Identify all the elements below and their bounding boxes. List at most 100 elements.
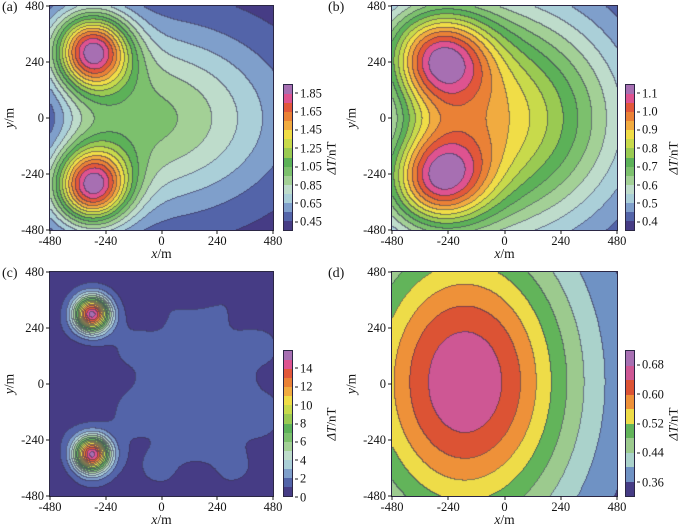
- colorbar-tick-mark: [295, 92, 298, 94]
- contour-map-canvas-c: [49, 271, 274, 497]
- y-tick-label: 0: [379, 376, 386, 391]
- colorbar-tick-label: 0.6: [642, 177, 658, 192]
- x-tick-label: -240: [94, 500, 118, 514]
- x-tick-mark: [447, 230, 449, 234]
- colorbar-tick-label: 10: [300, 397, 313, 412]
- x-tick-mark: [504, 496, 505, 500]
- colorbar-tick-mark: [637, 184, 640, 186]
- x-tick-mark: [216, 230, 218, 234]
- colorbar-tick-mark: [637, 129, 640, 131]
- colorbar-tick-mark: [295, 202, 298, 204]
- x-tick-mark: [560, 496, 562, 500]
- colorbar-tick-label: 0.60: [642, 386, 664, 401]
- x-tick-label: 240: [551, 500, 571, 514]
- contour-map-canvas-d: [391, 271, 618, 497]
- colorbar-tick-label: 1.25: [300, 141, 322, 156]
- y-tick-label: 240: [25, 54, 44, 69]
- colorbar-tick-mark: [637, 423, 640, 424]
- colorbar-tick-mark: [295, 404, 298, 406]
- y-tick-label: 240: [367, 320, 386, 335]
- x-tick-mark: [616, 230, 618, 234]
- y-tick-label: 480: [367, 0, 386, 13]
- colorbar-tick-mark: [295, 147, 298, 149]
- y-axis-label: y/m: [343, 373, 359, 395]
- x-tick-label: 240: [207, 234, 227, 248]
- y-tick-label: 0: [37, 110, 44, 125]
- colorbar-tick-label: 1.85: [300, 85, 322, 100]
- x-tick-mark: [161, 496, 162, 500]
- y-tick-label: -240: [363, 166, 386, 181]
- colorbar-tick-mark: [295, 184, 298, 186]
- colorbar-label: ΔT/nT: [323, 141, 339, 174]
- panel-c: (c) y/m x/m -480 -240 0 240 480 480 240 0 -240 -4…: [1, 266, 338, 527]
- y-tick-label: 240: [25, 320, 44, 335]
- x-tick-label: -480: [38, 500, 62, 514]
- x-tick-mark: [447, 496, 449, 500]
- colorbar-tick-label: 0.52: [642, 416, 664, 431]
- colorbar-label: ΔT/nT: [665, 141, 681, 174]
- colorbar-tick-label: 0.68: [642, 357, 664, 372]
- colorbar-gradient: [625, 84, 635, 231]
- colorbar-tick-mark: [295, 496, 298, 498]
- y-axis-label: y/m: [343, 107, 359, 129]
- x-tick-label: 240: [207, 500, 227, 514]
- x-tick-label: -480: [380, 234, 404, 248]
- colorbar: ΔT/nT 0.4 0.5 0.6 0.7 0.8 0.9 1.0 1.1: [625, 84, 681, 231]
- colorbar-tick-mark: [637, 393, 640, 395]
- y-axis-label: y/m: [1, 107, 17, 129]
- x-tick-mark: [49, 496, 51, 500]
- colorbar-tick-label: 0.5: [642, 196, 658, 211]
- panel-letter-b: (b): [328, 0, 345, 15]
- x-tick-mark: [391, 496, 393, 500]
- x-tick-mark: [105, 496, 107, 500]
- colorbar-tick-mark: [637, 202, 640, 204]
- colorbar-tick-mark: [637, 481, 640, 483]
- colorbar-gradient: [625, 350, 635, 497]
- colorbar-tick-label: 0.44: [642, 445, 664, 460]
- x-tick-mark: [616, 496, 618, 500]
- colorbar-gradient: [283, 84, 293, 231]
- x-axis-label: x/m: [151, 246, 172, 261]
- panel-b: (b) y/m x/m -480 -240 0 240 480 480 240 0 -240 -4…: [328, 0, 681, 260]
- panel-a: (a) y/m x/m -480 -240 0 240 480 480 240 0 -240 -4…: [1, 0, 338, 260]
- panel-d: (d) y/m x/m -480 -240 0 240 480 480 240 0 -240 -4…: [328, 266, 681, 527]
- colorbar-tick-label: 0.9: [642, 122, 658, 137]
- colorbar-tick-label: 1.45: [300, 122, 322, 137]
- x-tick-label: 480: [263, 500, 283, 514]
- x-tick-label: -480: [380, 500, 404, 514]
- y-tick-label: -240: [21, 166, 44, 181]
- colorbar: ΔT/nT 0.45 0.65 0.85 1.05 1.25 1.45 1.65 1.85: [283, 84, 339, 231]
- colorbar-tick-mark: [295, 129, 298, 131]
- y-tick-label: -480: [363, 222, 386, 237]
- panel-letter-c: (c): [2, 266, 18, 281]
- colorbar-tick-label: 0.45: [300, 214, 322, 229]
- x-tick-label: -480: [38, 234, 62, 248]
- colorbar-tick-mark: [295, 478, 298, 480]
- x-tick-mark: [49, 230, 51, 234]
- colorbar: ΔT/nT 0.36 0.44 0.52 0.60 0.68: [625, 350, 681, 497]
- colorbar-tick-label: 0.7: [642, 159, 658, 174]
- colorbar-tick-mark: [637, 452, 640, 454]
- x-tick-label: -240: [94, 234, 118, 248]
- y-tick-label: -240: [363, 432, 386, 447]
- y-tick-label: 480: [25, 264, 44, 279]
- colorbar-tick-label: 1.1: [642, 85, 658, 100]
- colorbar-tick-label: 0.36: [642, 475, 664, 490]
- y-axis-label: y/m: [1, 373, 17, 395]
- colorbar-tick-mark: [295, 459, 298, 461]
- x-tick-label: 480: [607, 234, 627, 248]
- colorbar-tick-label: 1.65: [300, 104, 322, 119]
- colorbar-tick-label: 6: [300, 434, 307, 449]
- x-tick-mark: [504, 230, 505, 234]
- colorbar-tick-mark: [295, 386, 298, 388]
- colorbar-tick-mark: [637, 147, 640, 149]
- colorbar-tick-mark: [295, 367, 298, 369]
- colorbar-tick-label: 0.8: [642, 141, 658, 156]
- x-tick-mark: [161, 230, 162, 234]
- colorbar-tick-mark: [295, 441, 298, 443]
- x-tick-mark: [272, 496, 274, 500]
- x-tick-label: -240: [436, 234, 460, 248]
- x-tick-label: 480: [607, 500, 627, 514]
- x-tick-mark: [272, 230, 274, 234]
